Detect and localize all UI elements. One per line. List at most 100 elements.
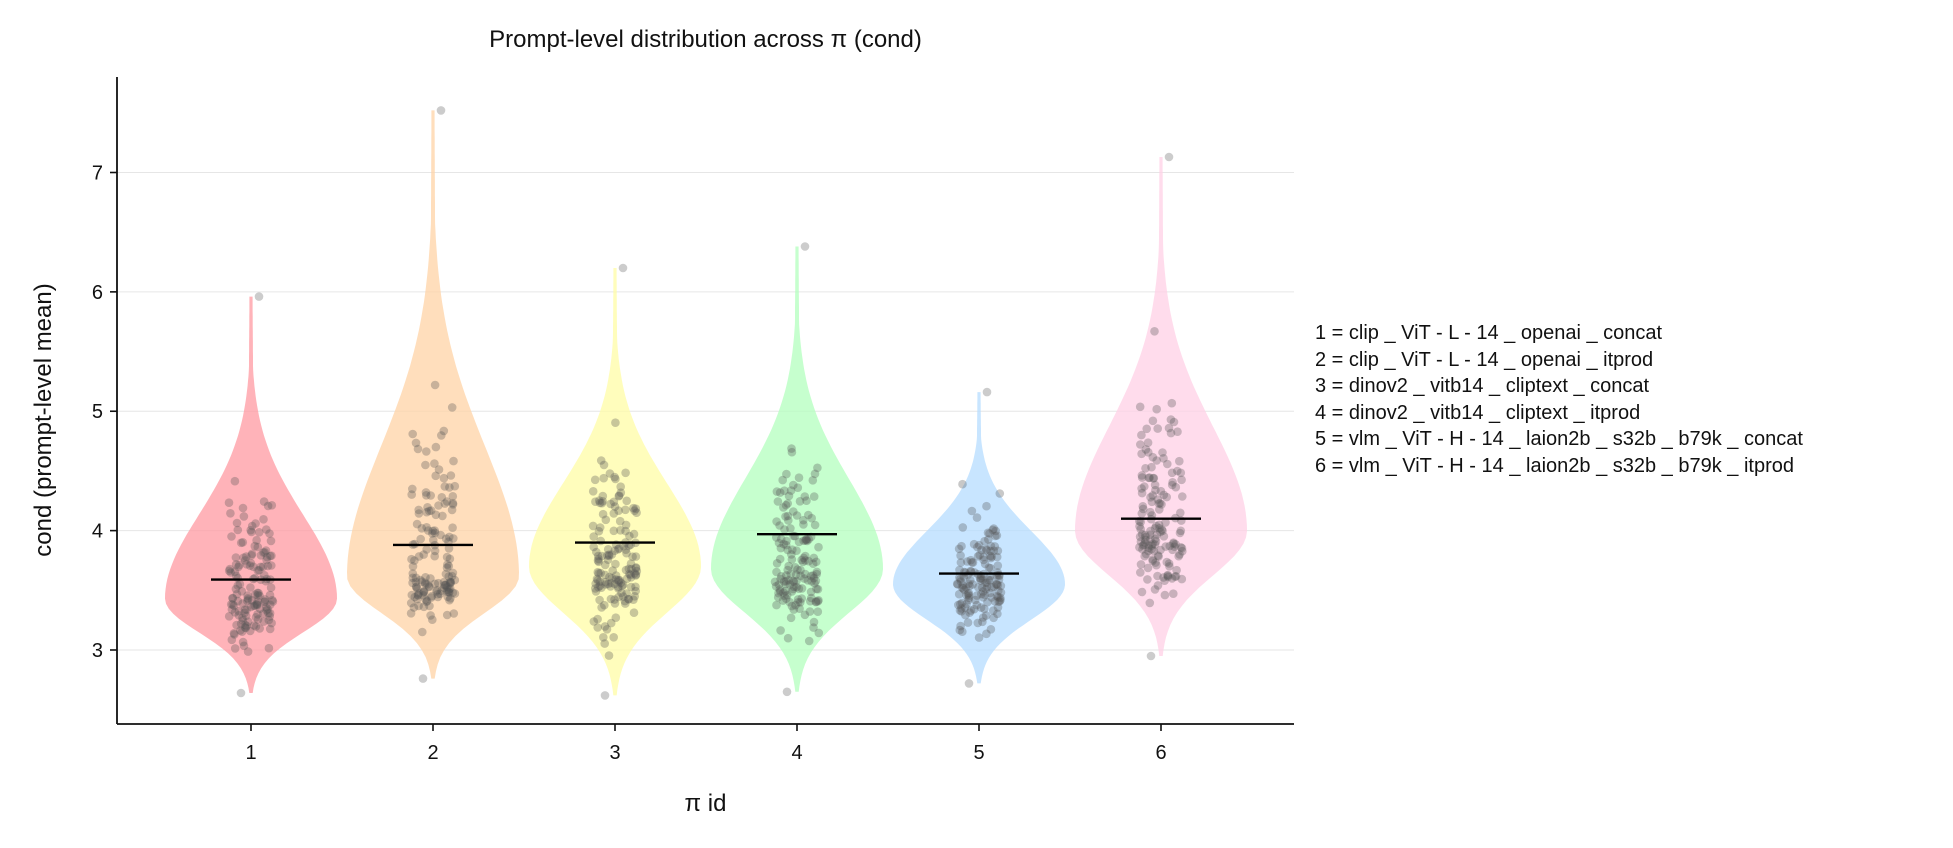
point-5 (978, 613, 988, 622)
point-2 (446, 471, 456, 480)
point-5 (980, 559, 990, 569)
point-1 (267, 561, 276, 570)
point-6 (1156, 486, 1166, 496)
point-2 (440, 580, 449, 590)
point-1 (231, 553, 241, 562)
point-6 (1154, 499, 1164, 508)
point-2 (446, 594, 455, 603)
point-1 (259, 609, 268, 618)
point-5 (974, 540, 984, 550)
point-1 (234, 562, 243, 572)
point-3 (606, 499, 615, 509)
point-5 (994, 575, 1004, 584)
point-1 (238, 637, 248, 647)
point-5 (992, 591, 1002, 601)
point-4 (809, 573, 819, 583)
point-4 (770, 577, 780, 587)
point-5 (992, 571, 1002, 580)
point-3 (622, 574, 632, 583)
point-6 (1160, 590, 1170, 600)
point-4 (810, 579, 819, 588)
point-5 (960, 603, 970, 612)
point-6 (1163, 572, 1173, 582)
point-3 (616, 482, 625, 492)
point-6 (1148, 539, 1158, 549)
point-6 (1151, 485, 1160, 495)
point-2 (408, 429, 418, 439)
point-3 (600, 600, 609, 610)
point-3 (611, 575, 621, 584)
point-5 (979, 555, 988, 565)
point-6 (1153, 581, 1163, 590)
point-6 (1135, 532, 1145, 541)
point-1 (252, 600, 261, 609)
point-2 (430, 528, 440, 538)
point-6 (1158, 526, 1167, 536)
point-1 (255, 591, 264, 601)
point-2 (422, 491, 431, 500)
point-4 (797, 594, 806, 603)
point-5 (957, 541, 966, 551)
point-2 (444, 544, 454, 553)
point-1 (268, 597, 278, 606)
point-3 (607, 578, 616, 588)
point-3 (593, 556, 603, 565)
point-2 (416, 575, 425, 585)
point-3 (622, 589, 631, 598)
point-6 (1148, 491, 1157, 500)
point-4 (804, 556, 813, 566)
point-2 (421, 488, 431, 497)
point-5 (994, 592, 1003, 602)
point-1 (224, 498, 234, 508)
point-2 (412, 594, 422, 604)
point-5 (994, 586, 1003, 595)
point-2 (441, 581, 450, 590)
point-1 (267, 618, 276, 628)
point-2 (429, 535, 438, 545)
point-1 (230, 476, 240, 486)
point-3 (614, 506, 623, 515)
point-5 (982, 546, 991, 555)
point-4 (774, 580, 784, 589)
point-3 (603, 545, 613, 554)
point-1 (239, 641, 249, 651)
point-3 (594, 569, 603, 578)
point-5 (990, 542, 1000, 551)
point-3 (600, 560, 610, 570)
point-5 (962, 557, 972, 566)
point-5 (963, 618, 973, 627)
point-5 (964, 593, 974, 603)
point-3 (590, 475, 600, 485)
point-5 (958, 523, 968, 532)
point-3 (626, 559, 636, 568)
point-6 (1153, 424, 1162, 433)
point-4 (812, 567, 822, 577)
point-6 (1144, 546, 1153, 556)
point-4 (783, 565, 792, 575)
point-3 (618, 592, 628, 601)
point-3 (594, 526, 604, 536)
point-5 (991, 531, 1000, 541)
point-3 (600, 622, 610, 631)
point-6 (1169, 417, 1179, 427)
point-5 (955, 565, 964, 575)
point-5 (982, 501, 991, 511)
point-1 (245, 561, 255, 570)
point-6 (1164, 423, 1174, 433)
point-6 (1141, 445, 1151, 454)
point-1 (227, 635, 237, 645)
point-min-3 (600, 691, 610, 700)
point-1 (230, 608, 240, 617)
point-6 (1173, 466, 1182, 476)
point-2 (425, 601, 434, 611)
violin-3 (529, 268, 701, 696)
point-1 (262, 552, 272, 562)
point-6 (1137, 473, 1147, 482)
point-6 (1138, 502, 1148, 511)
point-5 (982, 545, 991, 554)
point-4 (796, 571, 805, 581)
point-3 (595, 577, 605, 586)
point-6 (1146, 534, 1155, 544)
point-5 (993, 580, 1003, 590)
point-3 (588, 521, 598, 531)
